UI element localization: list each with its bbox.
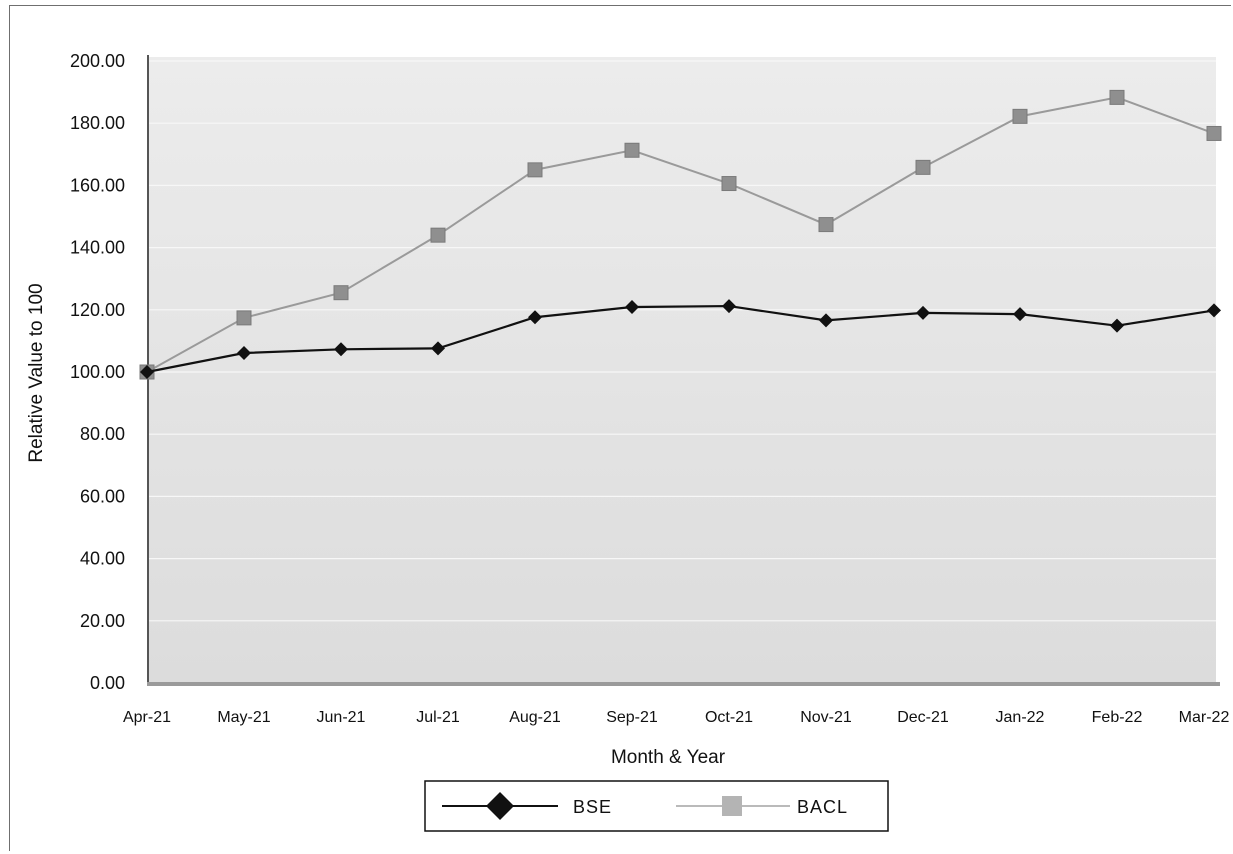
x-tick-label: Jun-21 bbox=[317, 709, 366, 726]
legend: BSE BACL bbox=[424, 780, 889, 832]
series-line-bacl bbox=[146, 96, 1215, 373]
chart-frame bbox=[9, 5, 1231, 851]
bacl-point bbox=[527, 162, 543, 178]
series-group bbox=[139, 89, 1222, 380]
bse-point bbox=[916, 305, 930, 320]
x-tick-label: Jan-22 bbox=[996, 709, 1045, 726]
x-tick-label: Apr-21 bbox=[123, 709, 171, 726]
legend-bacl-label: BACL bbox=[797, 797, 848, 817]
bse-point bbox=[431, 341, 445, 356]
bse-point bbox=[334, 342, 348, 357]
y-tick-label: 0.00 bbox=[90, 673, 125, 693]
x-tick-label: Sep-21 bbox=[606, 709, 658, 726]
bacl-point bbox=[818, 217, 834, 233]
bacl-point bbox=[1012, 108, 1028, 124]
series-line-bse bbox=[146, 304, 1215, 374]
series-bse bbox=[140, 299, 1221, 379]
legend-bse-label: BSE bbox=[573, 797, 612, 817]
bacl-point bbox=[430, 227, 446, 243]
y-tick-label: 80.00 bbox=[80, 424, 125, 444]
bse-point bbox=[1207, 303, 1221, 318]
bse-point bbox=[1013, 307, 1027, 322]
bse-point bbox=[625, 300, 639, 315]
x-tick-label: Nov-21 bbox=[800, 709, 852, 726]
y-axis-title: Relative Value to 100 bbox=[26, 283, 47, 462]
legend-bacl-marker bbox=[722, 796, 742, 816]
bse-point bbox=[237, 346, 251, 361]
x-tick-label: Dec-21 bbox=[897, 709, 949, 726]
x-tick-label: Oct-21 bbox=[705, 709, 753, 726]
bacl-point bbox=[915, 159, 931, 175]
bacl-point bbox=[1109, 89, 1125, 105]
bacl-point bbox=[236, 310, 252, 326]
bacl-point bbox=[624, 142, 640, 158]
gridlines bbox=[148, 60, 1216, 622]
bse-point bbox=[1110, 318, 1124, 333]
y-tick-label: 40.00 bbox=[80, 549, 125, 569]
y-tick-label: 180.00 bbox=[70, 113, 125, 133]
plot-area bbox=[148, 57, 1216, 683]
y-tick-label: 100.00 bbox=[70, 362, 125, 382]
bse-point bbox=[528, 310, 542, 325]
y-tick-label: 120.00 bbox=[70, 300, 125, 320]
bacl-point bbox=[1206, 125, 1222, 141]
x-tick-label: Mar-22 bbox=[1179, 709, 1230, 726]
x-tick-label: Aug-21 bbox=[509, 709, 561, 726]
x-tick-label: Jul-21 bbox=[416, 709, 460, 726]
y-tick-label: 200.00 bbox=[70, 51, 125, 71]
y-tick-labels: 0.00 20.00 40.00 60.00 80.00 100.00 120.00 140.… bbox=[70, 51, 125, 693]
y-tick-label: 20.00 bbox=[80, 611, 125, 631]
y-tick-label: 160.00 bbox=[70, 175, 125, 195]
y-tick-label: 140.00 bbox=[70, 238, 125, 258]
bse-point bbox=[140, 365, 154, 379]
bacl-point bbox=[721, 176, 737, 192]
x-tick-labels: Apr-21 May-21 Jun-21 Jul-21 Aug-21 Sep-21 Oct-… bbox=[123, 709, 1229, 726]
x-axis-title: Month & Year bbox=[611, 747, 726, 768]
x-tick-label: Feb-22 bbox=[1092, 709, 1143, 726]
bacl-point bbox=[333, 285, 349, 301]
bse-point bbox=[722, 299, 736, 314]
bse-point bbox=[819, 313, 833, 328]
y-tick-label: 60.00 bbox=[80, 486, 125, 506]
legend-bse-marker bbox=[486, 792, 514, 820]
x-tick-label: May-21 bbox=[217, 709, 270, 726]
